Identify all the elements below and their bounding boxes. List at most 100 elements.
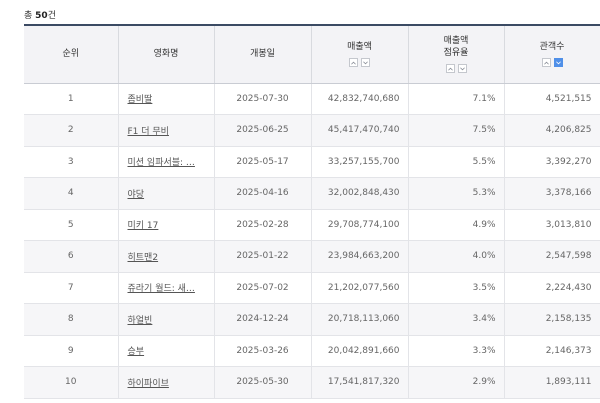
table-row: 8 하얼빈 2024-12-24 20,718,113,060 3.4% 2,158,13… — [24, 303, 600, 336]
cell-revenue: 17,541,817,320 — [311, 366, 409, 399]
cell-title: 히트맨2 — [118, 240, 215, 273]
cell-open-date: 2025-06-25 — [214, 114, 312, 147]
chevron-down-icon — [459, 67, 465, 71]
revenue-sort-controls — [312, 58, 408, 68]
table-header: 순위 영화명 개봉일 매출액 — [24, 24, 600, 84]
total-number: 50 — [35, 11, 48, 21]
cell-open-date: 2025-04-16 — [214, 177, 312, 210]
table-row: 6 히트맨2 2025-01-22 23,984,663,200 4.0% 2,547,5… — [24, 240, 600, 273]
cell-audience: 3,378,166 — [504, 177, 600, 210]
table-row: 1 좀비딸 2025-07-30 42,832,740,680 7.1% 4,521,51… — [24, 83, 600, 115]
table-row: 2 F1 더 무비 2025-06-25 45,417,470,740 7.5% 4,20… — [24, 114, 600, 147]
cell-revenue: 33,257,155,700 — [311, 146, 409, 178]
cell-revenue: 20,042,891,660 — [311, 335, 409, 367]
audience-sort-asc-button[interactable] — [541, 58, 551, 68]
cell-revenue: 42,832,740,680 — [311, 83, 409, 115]
cell-open-date: 2025-07-30 — [214, 83, 312, 115]
cell-open-date: 2024-12-24 — [214, 303, 312, 336]
header-revenue: 매출액 — [311, 24, 409, 84]
revenue-sort-asc-button[interactable] — [349, 58, 358, 68]
movie-title-link[interactable]: 야당 — [127, 189, 145, 200]
cell-share: 4.0% — [408, 240, 505, 273]
chevron-down-icon — [555, 61, 561, 65]
cell-audience: 2,547,598 — [504, 240, 600, 273]
cell-audience: 2,224,430 — [504, 272, 600, 304]
cell-revenue: 45,417,470,740 — [311, 114, 409, 147]
cell-rank: 10 — [24, 366, 119, 399]
header-audience-label: 관객수 — [539, 42, 565, 53]
cell-share: 3.3% — [408, 335, 505, 367]
table-row: 7 쥬라기 월드: 새… 2025-07-02 21,202,077,560 3.5% 2… — [24, 272, 600, 304]
cell-rank: 7 — [24, 272, 119, 304]
total-prefix: 총 — [24, 11, 33, 21]
cell-title: 승부 — [118, 335, 215, 367]
cell-revenue: 23,984,663,200 — [311, 240, 409, 273]
cell-audience: 3,392,270 — [504, 146, 600, 178]
chevron-up-icon — [447, 67, 453, 71]
cell-audience: 2,158,135 — [504, 303, 600, 336]
cell-title: 야당 — [118, 177, 215, 210]
audience-sort-controls — [505, 58, 600, 68]
cell-rank: 8 — [24, 303, 119, 336]
chevron-up-icon — [543, 61, 549, 65]
movie-title-link[interactable]: 미션 임파서블: … — [127, 158, 195, 169]
table-row: 5 미키 17 2025-02-28 29,708,774,100 4.9% 3,013,… — [24, 209, 600, 241]
cell-title: 쥬라기 월드: 새… — [118, 272, 215, 304]
share-sort-controls — [409, 64, 504, 74]
cell-open-date: 2025-02-28 — [214, 209, 312, 241]
share-sort-desc-button[interactable] — [457, 64, 467, 74]
cell-share: 5.3% — [408, 177, 505, 210]
movie-title-link[interactable]: F1 더 무비 — [127, 126, 169, 137]
movie-title-link[interactable]: 승부 — [127, 347, 145, 358]
cell-rank: 3 — [24, 146, 119, 178]
table-body: 1 좀비딸 2025-07-30 42,832,740,680 7.1% 4,521,51… — [24, 83, 600, 399]
table-row: 3 미션 임파서블: … 2025-05-17 33,257,155,700 5.5% 3… — [24, 146, 600, 178]
audience-sort-desc-button[interactable] — [553, 58, 563, 68]
movie-title-link[interactable]: 하얼빈 — [127, 315, 153, 326]
header-title-label: 영화명 — [153, 49, 179, 60]
movie-title-link[interactable]: 쥬라기 월드: 새… — [127, 284, 195, 295]
cell-open-date: 2025-05-17 — [214, 146, 312, 178]
cell-audience: 2,146,373 — [504, 335, 600, 367]
cell-title: 하얼빈 — [118, 303, 215, 336]
cell-rank: 2 — [24, 114, 119, 147]
chevron-up-icon — [351, 61, 356, 65]
cell-title: 미키 17 — [118, 209, 215, 241]
cell-title: 미션 임파서블: … — [118, 146, 215, 178]
movie-title-link[interactable]: 미키 17 — [127, 221, 159, 232]
cell-revenue: 20,718,113,060 — [311, 303, 409, 336]
cell-audience: 1,893,111 — [504, 366, 600, 399]
movie-title-link[interactable]: 히트맨2 — [127, 252, 159, 263]
revenue-sort-desc-button[interactable] — [361, 58, 370, 68]
header-rank-label: 순위 — [62, 49, 80, 60]
cell-title: 좀비딸 — [118, 83, 215, 115]
chevron-down-icon — [363, 61, 368, 65]
cell-audience: 3,013,810 — [504, 209, 600, 241]
cell-rank: 5 — [24, 209, 119, 241]
header-audience: 관객수 — [504, 24, 600, 84]
table-row: 9 승부 2025-03-26 20,042,891,660 3.3% 2,146,373 — [24, 335, 600, 367]
movie-title-link[interactable]: 좀비딸 — [127, 95, 153, 106]
header-open-date-label: 개봉일 — [250, 49, 275, 60]
cell-share: 7.1% — [408, 83, 505, 115]
cell-share: 4.9% — [408, 209, 505, 241]
box-office-table: 순위 영화명 개봉일 매출액 — [24, 24, 600, 399]
cell-revenue: 29,708,774,100 — [311, 209, 409, 241]
header-rank: 순위 — [24, 24, 119, 84]
header-share: 매출액 점유율 — [408, 24, 505, 84]
header-open-date: 개봉일 — [214, 24, 312, 84]
movie-title-link[interactable]: 하이파이브 — [127, 378, 169, 389]
cell-title: F1 더 무비 — [118, 114, 215, 147]
cell-open-date: 2025-01-22 — [214, 240, 312, 273]
cell-open-date: 2025-03-26 — [214, 335, 312, 367]
cell-audience: 4,521,515 — [504, 83, 600, 115]
share-sort-asc-button[interactable] — [445, 64, 455, 74]
cell-rank: 1 — [24, 83, 119, 115]
header-title: 영화명 — [118, 24, 215, 84]
header-revenue-label: 매출액 — [347, 42, 372, 53]
cell-share: 3.5% — [408, 272, 505, 304]
cell-open-date: 2025-05-30 — [214, 366, 312, 399]
table-row: 10 하이파이브 2025-05-30 17,541,817,320 2.9% 1,893… — [24, 366, 600, 399]
header-share-label-line2: 점유율 — [443, 48, 469, 59]
total-count: 총 50건 — [24, 8, 56, 21]
